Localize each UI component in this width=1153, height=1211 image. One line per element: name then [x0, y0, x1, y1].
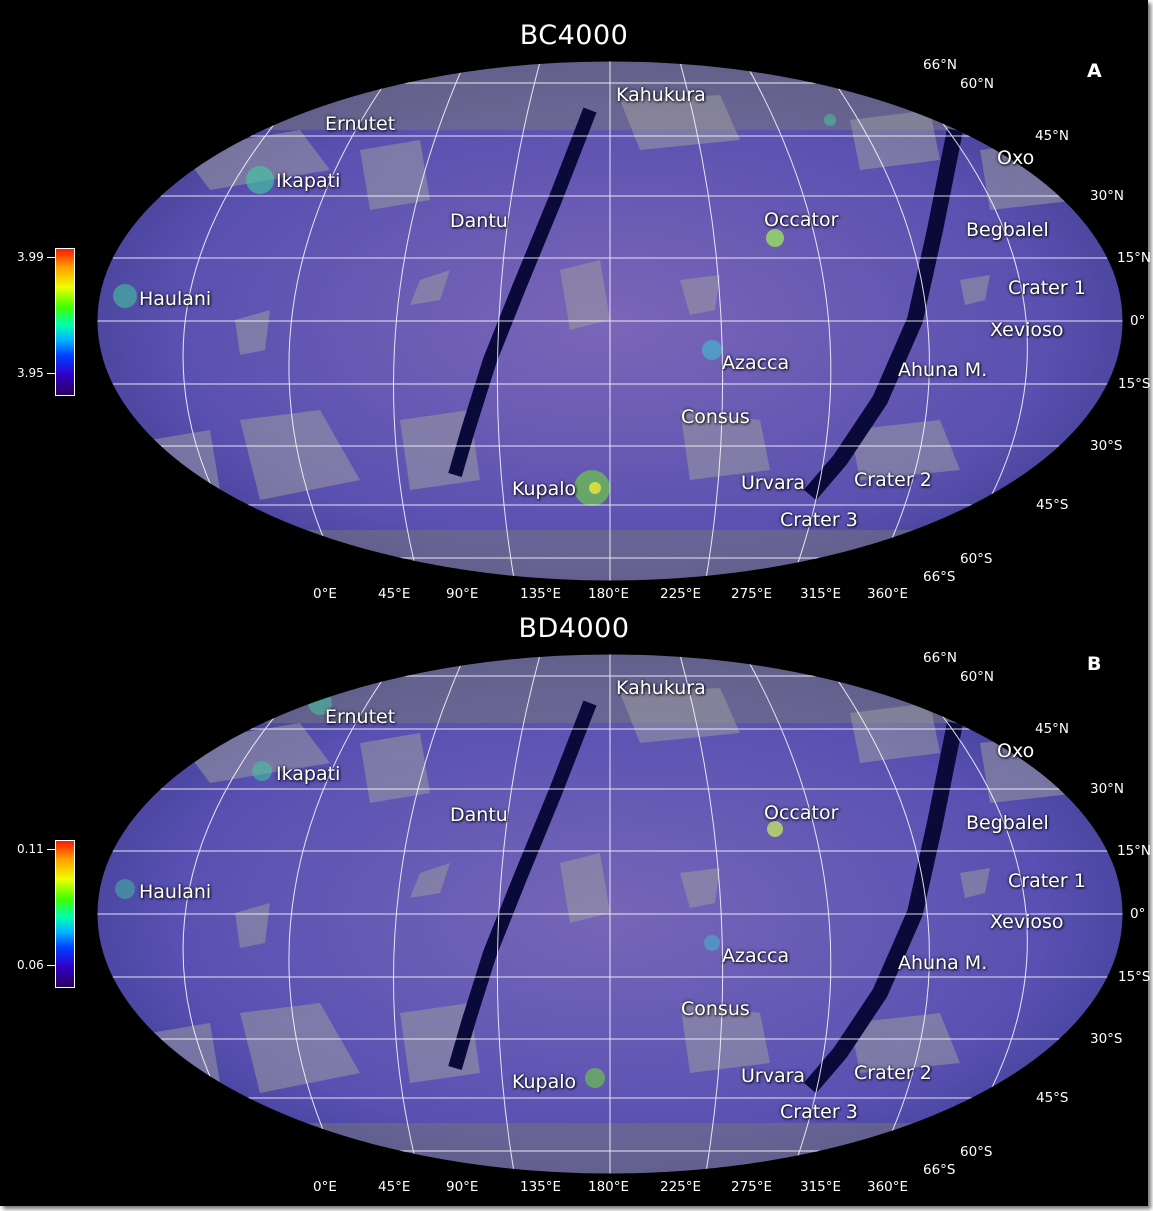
feature-label: Ikapati: [276, 170, 341, 192]
map-projection: [96, 60, 1124, 582]
latitude-label: 30°N: [1090, 188, 1125, 204]
feature-label: Azacca: [722, 352, 790, 374]
latitude-label: 45°S: [1036, 497, 1069, 513]
feature-label: Oxo: [997, 740, 1035, 762]
longitude-label: 45°E: [378, 1179, 411, 1195]
feature-label: Ikapati: [276, 763, 341, 785]
panel-letter: B: [1087, 653, 1102, 675]
panel-a: BC4000 A: [0, 0, 1152, 602]
latitude-label: 30°N: [1090, 781, 1125, 797]
feature-label: Urvara: [741, 472, 806, 494]
longitude-label: 315°E: [800, 586, 842, 602]
longitude-label: 225°E: [660, 586, 702, 602]
feature-label: Kupalo: [512, 478, 577, 500]
latitude-label: 15°S: [1118, 969, 1151, 985]
colorbar-max-label: 3.99: [17, 250, 44, 264]
feature-label: Consus: [681, 406, 750, 428]
colorbar-tick: [47, 373, 55, 374]
latitude-label: 30°S: [1090, 1031, 1123, 1047]
latitude-label: 45°N: [1035, 721, 1070, 737]
feature-label: Crater 1: [1008, 277, 1086, 299]
feature-label: Ernutet: [325, 706, 396, 728]
data-gap-band: [803, 721, 963, 1094]
colorbar-min-label: 3.95: [17, 366, 44, 380]
feature-label: Urvara: [741, 1065, 806, 1087]
feature-label: Crater 3: [780, 1101, 858, 1123]
feature-label: Begbalel: [966, 219, 1049, 241]
feature-label: Dantu: [450, 210, 508, 232]
longitude-label: 225°E: [660, 1179, 702, 1195]
colorbar-tick: [47, 849, 55, 850]
feature-label: Ahuna M.: [898, 359, 988, 381]
panel-title: BC4000: [519, 20, 629, 51]
feature-label: Crater 3: [780, 509, 858, 531]
longitude-label: 180°E: [588, 586, 630, 602]
latitude-label: 30°S: [1090, 438, 1123, 454]
colorbar: [55, 840, 75, 988]
colorbar: [55, 248, 75, 396]
feature-label: Begbalel: [966, 812, 1049, 834]
longitude-label: 45°E: [378, 586, 411, 602]
longitude-label: 315°E: [800, 1179, 842, 1195]
latitude-label: 15°S: [1118, 376, 1151, 392]
data-gap-band: [803, 128, 963, 501]
longitude-label: 360°E: [867, 1179, 909, 1195]
feature-label: Crater 2: [854, 1062, 932, 1084]
latitude-label: 45°N: [1035, 128, 1070, 144]
colorbar-max-label: 0.11: [17, 842, 44, 856]
data-gap-band: [448, 700, 597, 1070]
longitude-label: 90°E: [446, 586, 479, 602]
longitude-label: 275°E: [731, 1179, 773, 1195]
longitude-label: 135°E: [520, 586, 562, 602]
colorbar-tick: [47, 257, 55, 258]
feature-label: Crater 2: [854, 469, 932, 491]
latitude-label: 60°N: [960, 76, 995, 92]
feature-label: Consus: [681, 998, 750, 1020]
feature-label: Azacca: [722, 945, 790, 967]
feature-label: Kahukura: [616, 677, 706, 699]
feature-label: Kahukura: [616, 84, 706, 106]
feature-label: Xevioso: [990, 319, 1064, 341]
feature-label: Kupalo: [512, 1071, 577, 1093]
feature-label: Ernutet: [325, 113, 396, 135]
latitude-label: 60°N: [960, 669, 995, 685]
latitude-label: 60°S: [960, 551, 993, 567]
feature-label: Occator: [764, 802, 839, 824]
panel-title: BD4000: [518, 613, 630, 644]
longitude-label: 275°E: [731, 586, 773, 602]
latitude-label: 0°: [1130, 906, 1146, 922]
colorbar-tick: [47, 965, 55, 966]
latitude-label: 66°N: [923, 650, 958, 666]
latitude-label: 45°S: [1036, 1090, 1069, 1106]
grey-patches: [150, 95, 1080, 500]
latitude-label: 66°S: [923, 1162, 956, 1178]
panel-b: BD4000 B: [0, 593, 1152, 1195]
feature-label: Crater 1: [1008, 870, 1086, 892]
latitude-label: 15°N: [1117, 250, 1152, 266]
longitude-label: 135°E: [520, 1179, 562, 1195]
latitude-label: 15°N: [1117, 843, 1152, 859]
latitude-label: 66°N: [923, 57, 958, 73]
feature-label: Oxo: [997, 147, 1035, 169]
data-gap-band: [448, 107, 597, 477]
graticule: [97, 654, 1123, 1174]
panel-letter: A: [1087, 60, 1102, 82]
longitude-label: 360°E: [867, 586, 909, 602]
colorbar-min-label: 0.06: [17, 958, 44, 972]
feature-label: Ahuna M.: [898, 952, 988, 974]
feature-label: Dantu: [450, 804, 508, 826]
latitude-label: 0°: [1130, 313, 1146, 329]
feature-label: Occator: [764, 209, 839, 231]
latitude-label: 60°S: [960, 1144, 993, 1160]
latitude-label: 66°S: [923, 569, 956, 585]
map-projection: [96, 653, 1124, 1175]
longitude-label: 0°E: [313, 1179, 337, 1195]
longitude-label: 180°E: [588, 1179, 630, 1195]
feature-label: Haulani: [139, 881, 212, 903]
feature-label: Haulani: [139, 288, 212, 310]
longitude-label: 90°E: [446, 1179, 479, 1195]
feature-label: Xevioso: [990, 911, 1064, 933]
longitude-label: 0°E: [313, 586, 337, 602]
